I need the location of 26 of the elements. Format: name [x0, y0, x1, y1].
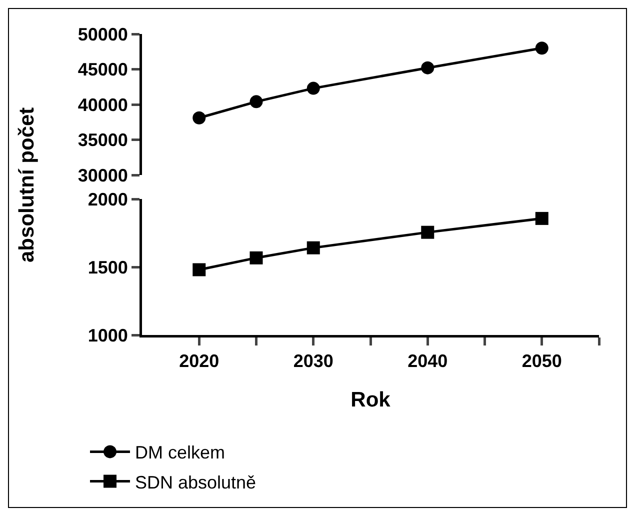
point	[535, 42, 548, 55]
point	[250, 251, 263, 264]
x-tick-label: 2030	[293, 351, 334, 372]
legend-label: DM celkem	[135, 442, 226, 463]
point	[535, 212, 548, 225]
y-tick-label: 1000	[88, 325, 128, 346]
x-tick-label: 2050	[522, 351, 562, 372]
legend-label: SDN absolutně	[135, 472, 256, 492]
y-tick-label: 2000	[88, 189, 128, 210]
x-axis-title: Rok	[350, 388, 391, 412]
y-tick-label: 45000	[78, 60, 128, 80]
x-tick-label: 2020	[179, 351, 220, 372]
y-tick-label: 1500	[88, 257, 128, 278]
y-tick-label: 40000	[78, 94, 128, 115]
point	[306, 82, 320, 95]
point	[250, 95, 263, 108]
y-tick-label: 35000	[78, 130, 128, 150]
y-tick-label: 50000	[78, 24, 128, 44]
x-tick-label: 2040	[408, 351, 448, 372]
point	[421, 61, 434, 74]
point	[421, 226, 434, 239]
point	[192, 111, 206, 124]
y-axis-title: absolutní počet	[16, 107, 39, 262]
y-tick-label: 30000	[78, 165, 128, 186]
point	[192, 263, 206, 276]
point	[306, 241, 320, 254]
